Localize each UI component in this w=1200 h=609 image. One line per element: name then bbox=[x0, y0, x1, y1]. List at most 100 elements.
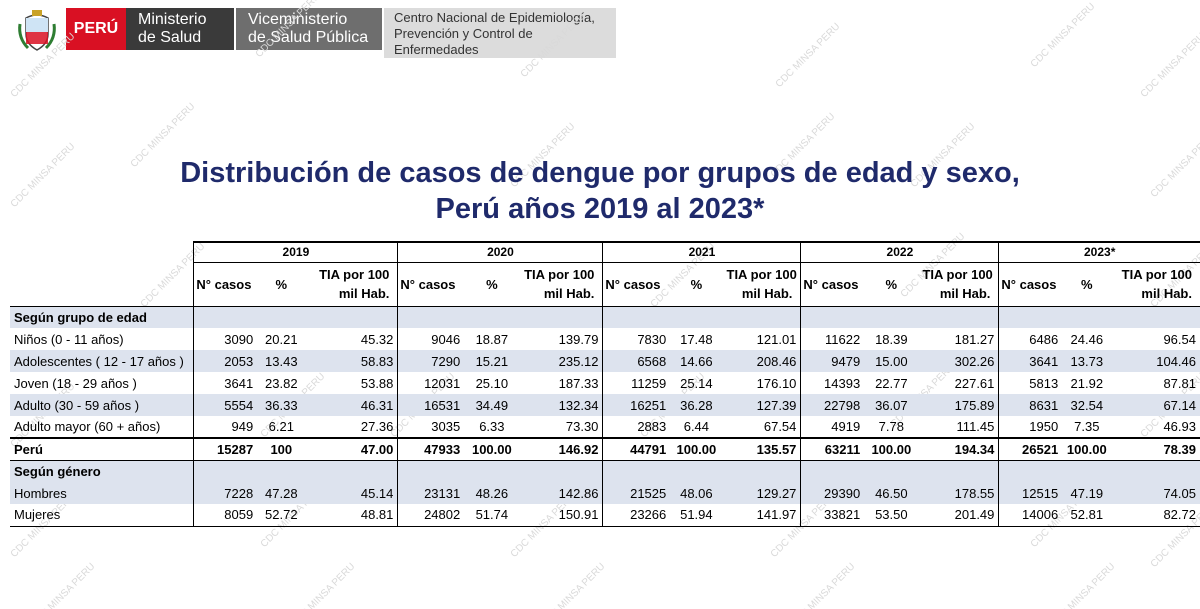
cell-tia: 127.39 bbox=[722, 394, 801, 416]
year-header: 2019 bbox=[193, 241, 398, 263]
table-row: Mujeres 8059 52.72 48.81 24802 51.74 150.91 232… bbox=[10, 504, 1200, 527]
cell-tia: 46.93 bbox=[1163, 419, 1196, 434]
watermark-text: CDC MINSA PERU bbox=[788, 561, 858, 609]
cell-casos: 949 bbox=[193, 416, 258, 438]
cdc-box: Centro Nacional de Epidemiología, Preven… bbox=[384, 8, 616, 58]
col-header-casos: N° casos bbox=[397, 262, 465, 307]
row-label: Joven (18 - 29 años ) bbox=[14, 375, 137, 391]
cell-tia: 73.30 bbox=[565, 419, 599, 434]
cell-pct: 36.33 bbox=[257, 394, 306, 416]
cell-pct: 20.21 bbox=[265, 331, 298, 347]
header-banner: PERÚ Ministerio de Salud Viceministerio … bbox=[0, 0, 620, 62]
cell-casos: 26521 bbox=[998, 437, 1063, 461]
col-header-tia: TIA por 100 mil Hab. bbox=[918, 262, 999, 307]
cell-casos: 11622 bbox=[800, 328, 865, 350]
cell-pct: 52.81 bbox=[1062, 504, 1112, 527]
empty-cell bbox=[1062, 306, 1112, 328]
col-header-tia: TIA por 100 mil Hab. bbox=[722, 262, 801, 307]
cell-casos: 3035 bbox=[397, 416, 465, 438]
cell-pct: 51.94 bbox=[670, 504, 723, 527]
empty-cell bbox=[464, 306, 520, 328]
cell-tia: 78.39 bbox=[1111, 437, 1200, 461]
cell-casos: 22798 bbox=[800, 394, 865, 416]
col-header-tia-line2: mil Hab. bbox=[543, 286, 595, 301]
cell-casos: 15287 bbox=[193, 437, 258, 461]
cell-pct: 6.44 bbox=[683, 419, 710, 434]
cell-casos: 44791 bbox=[602, 437, 671, 461]
empty-cell bbox=[397, 306, 465, 328]
cell-tia: 74.05 bbox=[1111, 482, 1200, 504]
cdc-line2: Prevención y Control de bbox=[394, 26, 533, 41]
cell-tia: 104.46 bbox=[1111, 350, 1200, 372]
year-header: 2023* bbox=[998, 241, 1200, 263]
cell-tia: 132.34 bbox=[519, 394, 603, 416]
cell-pct: 100.00 bbox=[464, 437, 520, 461]
col-header-tia-line1: TIA por 100 bbox=[1121, 267, 1192, 282]
col-header-casos: N° casos bbox=[800, 262, 865, 307]
col-header-tia-line1: TIA por 100 bbox=[922, 267, 993, 282]
table-row: Adulto mayor (60 + años) 949 6.21 27.36 3035… bbox=[10, 416, 1200, 438]
col-header-tia-line1: TIA por 100 bbox=[524, 267, 595, 282]
column-header-row: N° casos% TIA por 100 mil Hab. N° casos% TIA… bbox=[10, 262, 1200, 307]
cell-tia: 67.54 bbox=[763, 419, 797, 434]
col-header-tia-line1: TIA por 100 bbox=[726, 267, 797, 282]
cdc-line1: Centro Nacional de Epidemiología, bbox=[394, 10, 595, 25]
empty-cell bbox=[397, 460, 465, 482]
cell-tia: 45.32 bbox=[360, 331, 394, 347]
total-row: Perú 15287 100 47.00 47933 100.00 146.92 44791 1… bbox=[10, 437, 1200, 461]
cell-pct: 34.49 bbox=[464, 394, 520, 416]
cell-pct: 7.78 bbox=[878, 419, 904, 434]
cell-pct: 52.72 bbox=[257, 504, 306, 527]
cell-pct: 36.07 bbox=[864, 394, 919, 416]
cell-casos: 3090 bbox=[193, 328, 258, 350]
cell-tia: 121.01 bbox=[756, 331, 797, 347]
cell-tia: 139.79 bbox=[558, 331, 599, 347]
cell-pct: 32.54 bbox=[1062, 394, 1112, 416]
col-header-pct: % bbox=[864, 262, 919, 307]
col-header-tia: TIA por 100 mil Hab. bbox=[305, 262, 398, 307]
vice-line2: de Salud Pública bbox=[248, 29, 369, 46]
cell-tia: 201.49 bbox=[918, 504, 999, 527]
cell-tia: 46.31 bbox=[305, 394, 398, 416]
col-header-pct: % bbox=[257, 262, 306, 307]
cell-tia: 135.57 bbox=[722, 437, 801, 461]
cell-pct: 25.10 bbox=[475, 375, 509, 391]
cell-pct: 6.33 bbox=[479, 419, 505, 434]
watermark-text: CDC MINSA PERU bbox=[1138, 31, 1200, 100]
cell-casos: 14393 bbox=[800, 372, 865, 394]
cell-tia: 111.45 bbox=[956, 419, 995, 434]
row-label: Perú bbox=[10, 437, 194, 461]
cell-casos: 5554 bbox=[193, 394, 258, 416]
cell-pct: 51.74 bbox=[464, 504, 520, 527]
cell-casos: 23266 bbox=[602, 504, 671, 527]
page-title: Distribución de casos de dengue por grup… bbox=[0, 155, 1200, 227]
cell-casos: 2053 bbox=[193, 350, 258, 372]
col-header-tia-line2: mil Hab. bbox=[338, 286, 390, 301]
empty-cell bbox=[722, 460, 801, 482]
row-label: Hombres bbox=[10, 482, 194, 504]
col-header-pct: % bbox=[1062, 262, 1112, 307]
vice-line1: Viceministerio bbox=[248, 11, 348, 28]
col-header-tia-line2: mil Hab. bbox=[939, 286, 991, 301]
cell-pct: 53.50 bbox=[864, 504, 919, 527]
empty-cell bbox=[602, 306, 671, 328]
empty-cell bbox=[257, 306, 306, 328]
cell-tia: 150.91 bbox=[519, 504, 603, 527]
cell-casos: 11259 bbox=[602, 372, 671, 394]
empty-cell bbox=[722, 306, 801, 328]
empty-cell bbox=[998, 460, 1063, 482]
cell-pct: 24.46 bbox=[1070, 331, 1104, 347]
row-label: Adolescentes ( 12 - 17 años ) bbox=[10, 350, 194, 372]
cell-casos: 16531 bbox=[397, 394, 465, 416]
cell-casos: 14006 bbox=[998, 504, 1063, 527]
cell-tia: 181.27 bbox=[954, 331, 995, 347]
empty-cell bbox=[918, 306, 999, 328]
coat-of-arms-icon bbox=[18, 10, 56, 51]
cell-pct: 46.50 bbox=[864, 482, 919, 504]
table-row: Joven (18 - 29 años ) 3641 23.82 53.88 12031… bbox=[10, 372, 1200, 394]
empty-cell bbox=[864, 460, 919, 482]
row-label: Niños (0 - 11 años) bbox=[14, 331, 124, 347]
cell-pct: 25.14 bbox=[680, 375, 713, 391]
empty-cell bbox=[1111, 306, 1200, 328]
empty-cell bbox=[193, 306, 258, 328]
